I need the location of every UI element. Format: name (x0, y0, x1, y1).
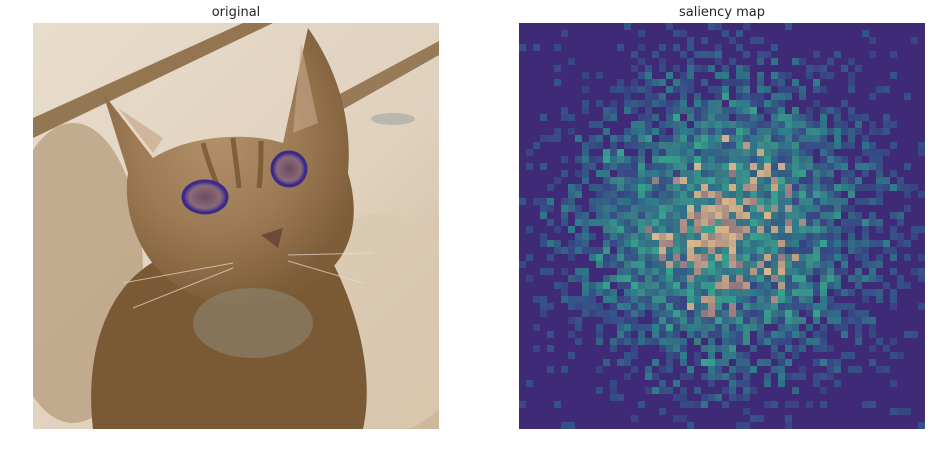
saliency-heatmap (519, 23, 925, 429)
cat-photo (33, 23, 439, 429)
original-title: original (211, 5, 261, 20)
original-image (33, 23, 439, 429)
saliency-map-title: saliency map (678, 5, 766, 20)
saliency-map-image (519, 23, 925, 429)
